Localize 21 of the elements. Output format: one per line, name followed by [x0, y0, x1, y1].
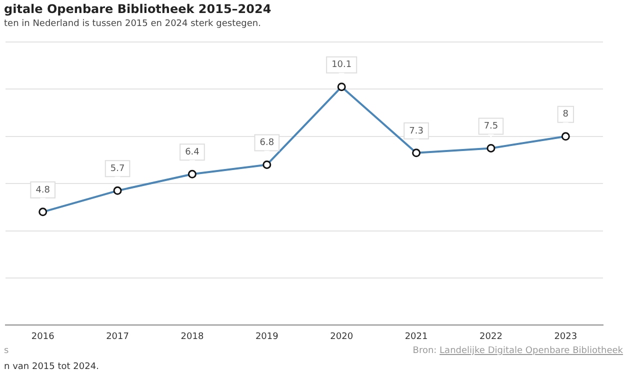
text: Bron: Landelijke Digitale Openbare Bibliotheek [412, 346, 623, 356]
data-label: 10.1 [332, 60, 352, 70]
data-label: 7.3 [409, 126, 424, 136]
data-label: 7.5 [484, 122, 498, 132]
x-tick-label: 2018 [180, 332, 204, 342]
data-label: 6.4 [185, 148, 200, 158]
x-tick-label: 2021 [404, 332, 428, 342]
data-label: 6.8 [260, 138, 274, 148]
x-tick-label: 2017 [106, 332, 129, 342]
x-tick-label: 2022 [480, 332, 502, 342]
x-tick-label: 2016 [31, 332, 55, 342]
x-tick-label: 2019 [255, 332, 279, 342]
text: n van 2015 tot 2024. [4, 362, 99, 372]
chart-subtitle: ten in Nederland is tussen 2015 en 2024 sterk gestegen. [4, 19, 261, 29]
data-label: 4.8 [36, 185, 50, 196]
text: s [4, 346, 9, 356]
x-tick-label: 2023 [554, 332, 578, 342]
x-tick-label: 2020 [330, 332, 354, 342]
data-label: 5.7 [110, 164, 125, 174]
data-label: 8 [562, 110, 569, 120]
chart-title: gitale Openbare Bibliotheek 2015–2024 [4, 2, 272, 16]
